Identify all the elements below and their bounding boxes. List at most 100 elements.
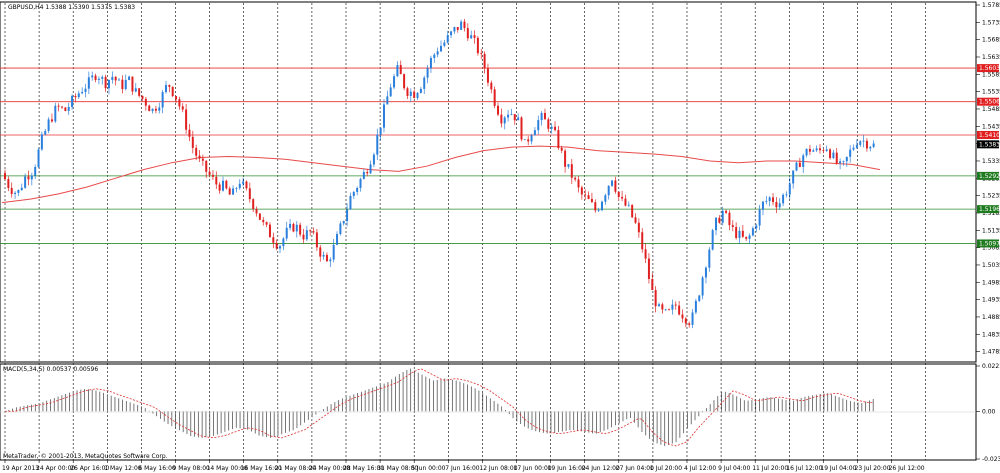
time-axis-label: 4 Jul 12:00: [684, 465, 716, 472]
bull-candle: [14, 192, 17, 194]
bear-candle: [181, 106, 184, 110]
bull-candle: [416, 92, 419, 98]
bull-candle: [336, 234, 339, 245]
price-tick-label: 1.5035: [982, 262, 1000, 269]
time-axis-label: 17 Jun 00:00: [514, 465, 552, 472]
bear-candle: [312, 231, 315, 233]
time-axis-label: 26 Apr 16:00: [70, 465, 109, 472]
bull-candle: [604, 195, 607, 202]
bull-candle: [329, 259, 332, 262]
bull-candle: [289, 223, 292, 228]
bull-candle: [107, 79, 110, 89]
time-axis-label: 9 Jul 04:00: [718, 465, 750, 472]
bull-candle: [124, 79, 127, 90]
bull-candle: [607, 185, 610, 196]
bull-candle: [349, 195, 352, 210]
bear-candle: [647, 258, 650, 280]
bull-candle: [453, 27, 456, 32]
bull-candle: [34, 167, 37, 176]
bear-candle: [547, 119, 550, 129]
symbol-title: GBPUSD,H4 1.5388 1.5390 1.5375 1.5383: [8, 4, 135, 11]
bear-candle: [493, 89, 496, 106]
resistance-price-tag-bg: [977, 130, 999, 139]
bull-candle: [81, 92, 84, 94]
bull-candle: [523, 139, 526, 141]
current-price-tag-bg: [977, 140, 999, 149]
price-axis: 1.5785 1.5735 1.5685 1.5635 1.5585 1.5535 1.54…: [976, 2, 1000, 356]
bear-candle: [215, 176, 218, 185]
time-axis-label: 24 Apr 00:00: [36, 465, 75, 472]
bear-candle: [497, 105, 500, 115]
resistance-price-tag-bg: [977, 97, 999, 106]
bull-candle: [440, 45, 442, 52]
bear-candle: [590, 198, 593, 203]
bull-candle: [778, 203, 781, 208]
bull-candle: [67, 106, 70, 111]
bear-candle: [248, 188, 251, 200]
bear-candle: [208, 171, 211, 175]
bear-candle: [228, 188, 231, 195]
bear-candle: [490, 82, 493, 90]
macd-axis: 0.02211 0.00 -0.02327: [976, 363, 1000, 463]
bear-candle: [829, 149, 832, 159]
price-tick-label: 1.4935: [982, 297, 1000, 304]
bear-candle: [403, 74, 406, 89]
bull-candle: [859, 141, 862, 145]
candlestick-series: [4, 18, 875, 329]
bear-candle: [225, 180, 228, 189]
resistance-price-tag: 1.5410: [979, 132, 1000, 139]
time-axis-label: 16 May 16:00: [241, 465, 282, 472]
bull-candle: [825, 149, 828, 151]
bull-candle: [386, 96, 389, 105]
bull-candle: [658, 304, 660, 307]
bull-candle: [540, 112, 543, 121]
bear-candle: [500, 114, 503, 124]
bull-candle: [346, 209, 349, 222]
bull-candle: [118, 79, 121, 81]
bull-candle: [111, 76, 114, 80]
bear-candle: [775, 202, 778, 208]
time-axis-label: 14 May 00:00: [207, 465, 248, 472]
bull-candle: [235, 188, 238, 189]
bear-candle: [319, 247, 322, 257]
bull-candle: [795, 162, 798, 171]
bear-candle: [661, 304, 664, 310]
bear-candle: [564, 150, 567, 167]
bull-candle: [382, 104, 385, 128]
bull-candle: [815, 148, 818, 151]
level-price-tags: 1.5603 1.5506 1.5410 1.5292 1.5196 1.5097 1.53…: [977, 64, 1000, 248]
bear-candle: [7, 179, 10, 188]
bull-candle: [376, 134, 379, 155]
price-tick-label: 1.5185: [982, 210, 1000, 217]
time-axis-label: 28 May 16:00: [343, 465, 384, 472]
bull-candle: [238, 183, 241, 189]
bear-candle: [641, 232, 644, 250]
macd-signal-line: [5, 368, 874, 447]
bear-candle: [684, 318, 687, 324]
price-tick-label: 1.5335: [982, 158, 1000, 165]
bull-candle: [396, 65, 399, 77]
bear-candle: [302, 234, 305, 240]
bull-candle: [352, 191, 355, 196]
bear-candle: [191, 136, 194, 148]
bear-candle: [483, 53, 486, 69]
bull-candle: [842, 161, 845, 163]
bull-candle: [450, 31, 453, 36]
bull-candle: [738, 230, 741, 238]
bear-candle: [513, 114, 516, 121]
time-axis-label: 16 Jul 12:00: [786, 465, 822, 472]
bull-candle: [849, 149, 852, 157]
bull-candle: [423, 77, 426, 89]
bear-candle: [651, 279, 654, 291]
bull-candle: [694, 300, 697, 313]
price-tick-label: 1.5535: [982, 89, 1000, 96]
bear-candle: [560, 147, 563, 151]
bear-candle: [674, 304, 677, 306]
bull-candle: [704, 267, 707, 278]
bull-candle: [845, 156, 848, 162]
bull-candle: [295, 224, 298, 232]
bull-candle: [788, 183, 791, 195]
bear-candle: [94, 75, 97, 80]
bear-candle: [265, 222, 268, 225]
